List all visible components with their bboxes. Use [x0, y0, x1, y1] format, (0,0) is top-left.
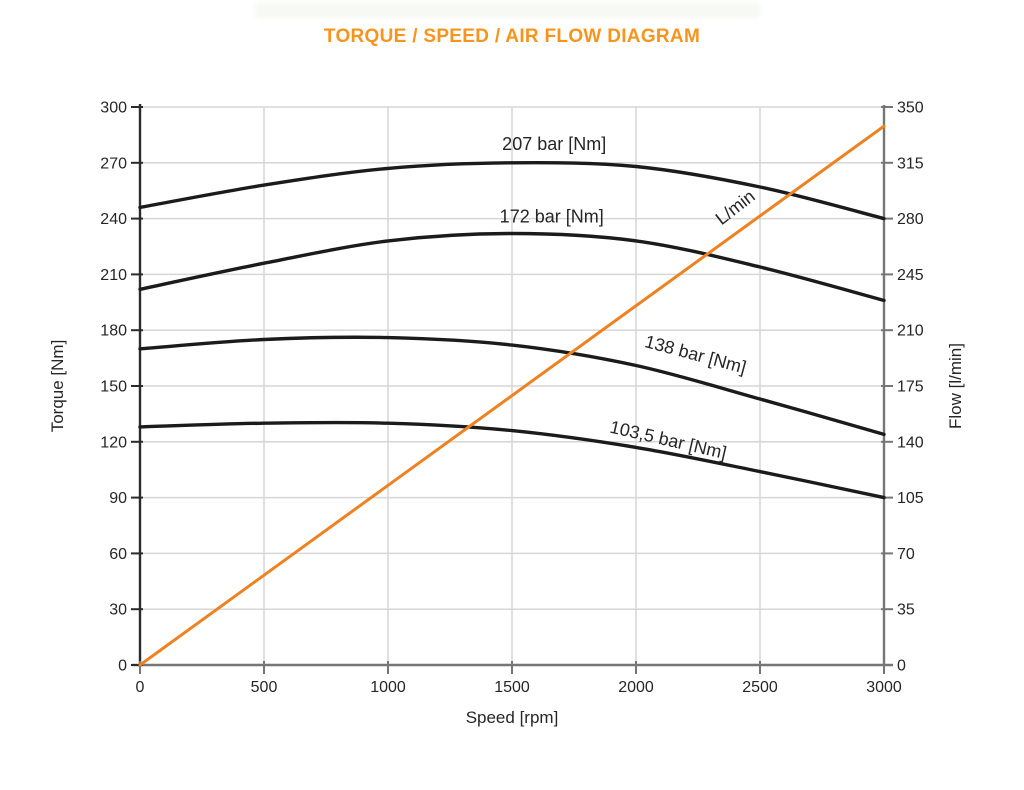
y-right-tick-label-280: 280 [897, 211, 924, 228]
x-tick-label-2500: 2500 [742, 679, 778, 696]
ghost-text-band [255, 3, 760, 18]
x-tick-label-1000: 1000 [370, 679, 406, 696]
annotation-103-5-bar-nm: 103,5 bar [Nm] [608, 417, 729, 463]
x-tick-label-0: 0 [136, 679, 145, 696]
series-207-bar-nm [138, 160, 886, 221]
y-left-tick-label-60: 60 [109, 546, 127, 563]
y-left-tick-label-30: 30 [109, 602, 127, 619]
y-left-tick-label-180: 180 [100, 323, 127, 340]
y-left-tick-label-150: 150 [100, 379, 127, 396]
y-left-tick-label-240: 240 [100, 211, 127, 228]
y-right-tick-label-0: 0 [897, 658, 906, 675]
x-tick-label-1500: 1500 [494, 679, 530, 696]
y-right-tick-label-35: 35 [897, 602, 915, 619]
series-138-bar-nm [138, 335, 886, 437]
y-right-tick-label-315: 315 [897, 155, 924, 172]
y-left-tick-label-210: 210 [100, 267, 127, 284]
y-right-tick-label-105: 105 [897, 490, 924, 507]
y-right-tick-label-245: 245 [897, 267, 924, 284]
x-tick-label-500: 500 [251, 679, 278, 696]
y-left-axis-title: Torque [Nm] [48, 340, 67, 433]
y-right-tick-label-210: 210 [897, 323, 924, 340]
chart-title: TORQUE / SPEED / AIR FLOW DIAGRAM [323, 26, 701, 47]
y-right-tick-label-175: 175 [897, 379, 924, 396]
y-right-tick-label-140: 140 [897, 434, 924, 451]
series-l-min [138, 124, 886, 667]
annotation-172-bar-nm: 172 bar [Nm] [500, 207, 604, 227]
y-left-tick-label-90: 90 [109, 490, 127, 507]
y-right-axis-title: Flow [l/min] [946, 343, 965, 429]
y-left-tick-label-300: 300 [100, 100, 127, 117]
series-172-bar-nm [138, 231, 886, 303]
x-tick-label-3000: 3000 [866, 679, 902, 696]
y-left-tick-label-270: 270 [100, 155, 127, 172]
x-tick-label-2000: 2000 [618, 679, 654, 696]
y-right-tick-label-350: 350 [897, 100, 924, 117]
x-axis-title: Speed [rpm] [466, 708, 559, 727]
y-left-tick-label-0: 0 [118, 658, 127, 675]
y-right-tick-label-70: 70 [897, 546, 915, 563]
y-left-tick-label-120: 120 [100, 434, 127, 451]
series-103-5-bar-nm [138, 420, 886, 500]
annotation-207-bar-nm: 207 bar [Nm] [502, 134, 606, 154]
